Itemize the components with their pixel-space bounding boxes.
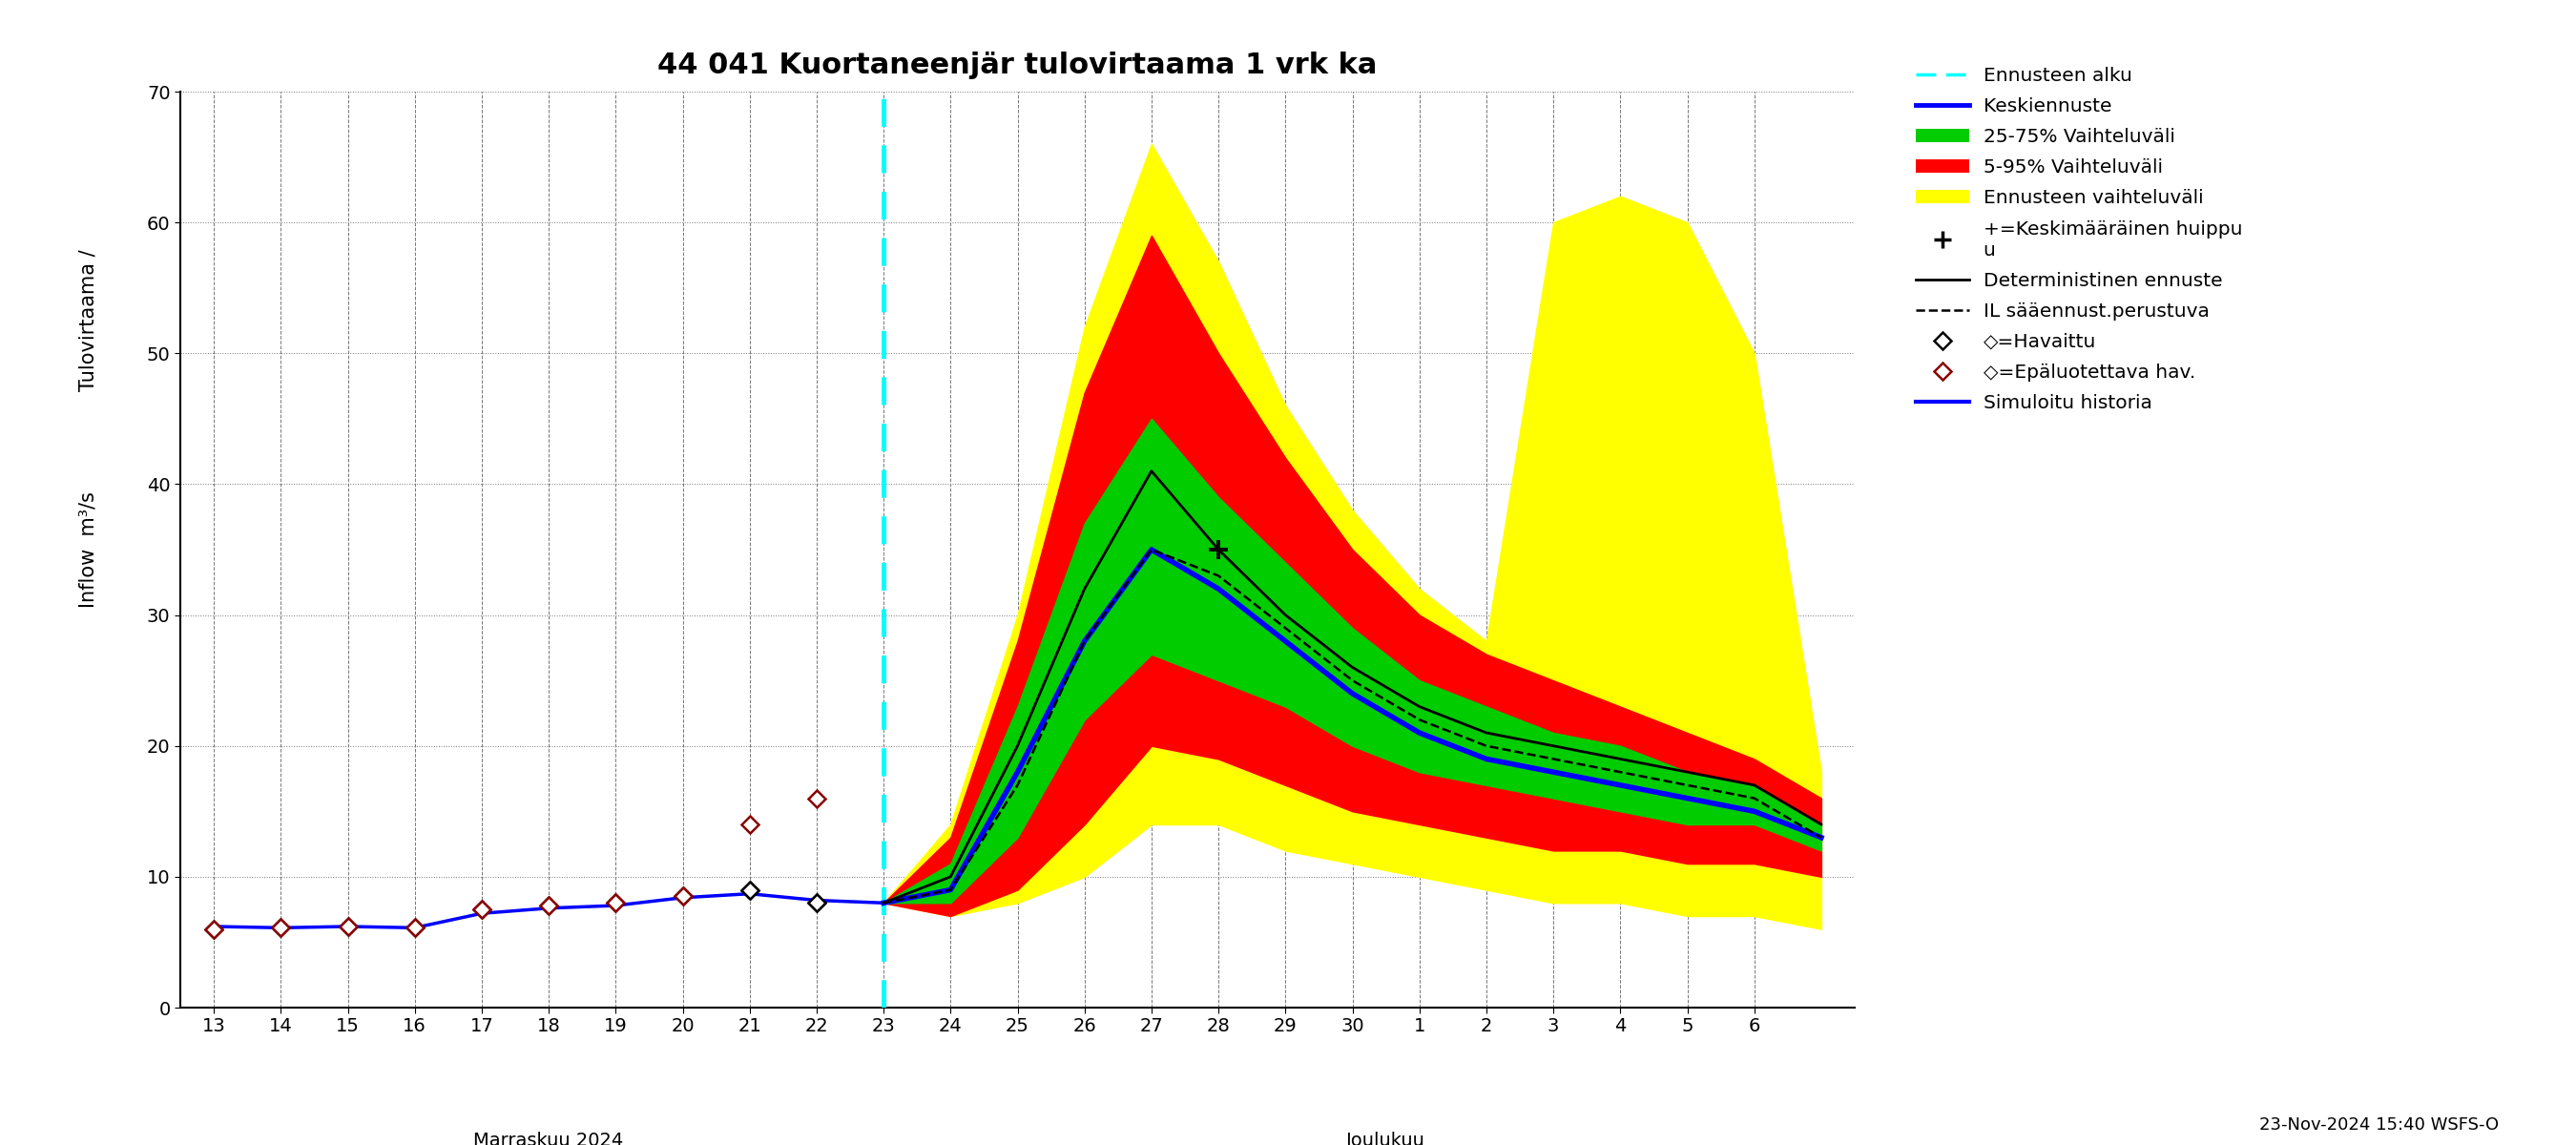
Text: Inflow  m³/s: Inflow m³/s bbox=[80, 491, 98, 608]
Text: 23-Nov-2024 15:40 WSFS-O: 23-Nov-2024 15:40 WSFS-O bbox=[2259, 1116, 2499, 1134]
Legend: Ennusteen alku, Keskiennuste, 25-75% Vaihteluväli, 5-95% Vaihteluväli, Ennusteen: Ennusteen alku, Keskiennuste, 25-75% Vai… bbox=[1917, 66, 2241, 412]
Text: Joulukuu
December: Joulukuu December bbox=[1337, 1132, 1435, 1145]
Text: Tulovirtaama /: Tulovirtaama / bbox=[80, 250, 98, 392]
Text: Marraskuu 2024
November: Marraskuu 2024 November bbox=[474, 1132, 623, 1145]
Title: 44 041 Kuortaneenjär tulovirtaama 1 vrk ka: 44 041 Kuortaneenjär tulovirtaama 1 vrk … bbox=[657, 52, 1378, 79]
